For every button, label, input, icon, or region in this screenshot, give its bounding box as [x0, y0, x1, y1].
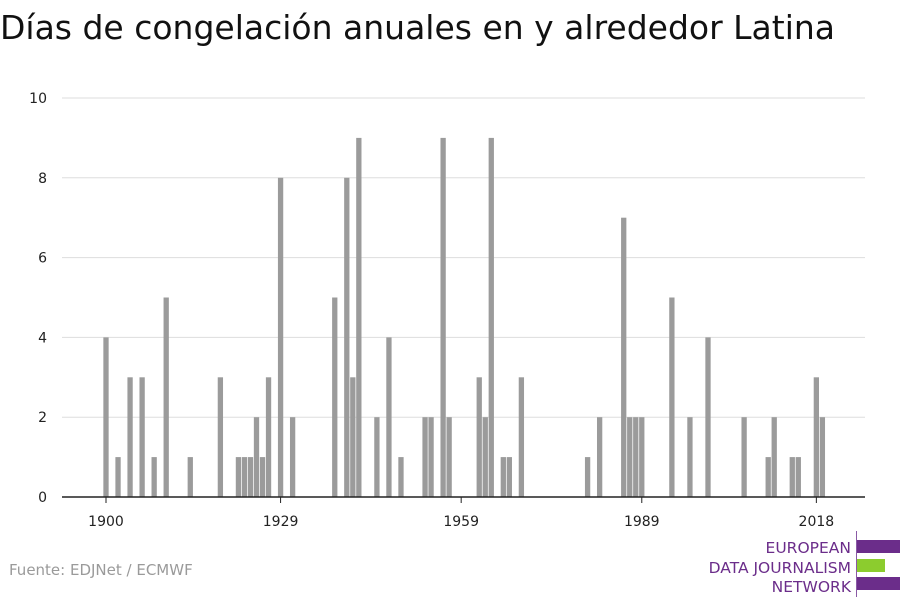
bar — [482, 417, 488, 497]
bar — [265, 377, 272, 497]
y-tick-label: 4 — [38, 330, 47, 346]
bar — [813, 377, 820, 497]
bar — [440, 137, 446, 497]
y-tick-labels: 0 2 4 6 8 10 — [29, 91, 47, 506]
bar — [765, 457, 771, 497]
bar — [639, 417, 645, 497]
y-tick-label: 2 — [38, 410, 47, 426]
bar — [741, 417, 747, 497]
x-tick-label: 2018 — [799, 514, 835, 530]
bar — [235, 457, 242, 497]
bar — [344, 177, 350, 498]
bar — [247, 457, 254, 497]
bar — [633, 417, 639, 497]
bar — [115, 457, 121, 497]
bar — [356, 137, 362, 497]
x-tick-label: 1900 — [88, 514, 124, 530]
bar — [669, 297, 675, 497]
y-tick-label: 6 — [38, 251, 47, 267]
logo-bar-top — [857, 540, 900, 553]
logo-divider — [856, 531, 857, 597]
bar — [621, 217, 627, 497]
bar — [103, 337, 109, 497]
x-tick-labels: 1900 1929 1959 1989 2018 — [88, 514, 834, 530]
y-tick-label: 10 — [29, 91, 47, 107]
bar — [488, 137, 494, 497]
bar — [428, 417, 434, 497]
bar — [217, 377, 224, 497]
bar — [253, 417, 260, 497]
y-tick-label: 0 — [38, 490, 47, 506]
bar — [422, 417, 428, 497]
bar — [500, 457, 506, 497]
bar — [332, 297, 338, 497]
x-axis — [62, 496, 865, 503]
bar — [446, 417, 452, 497]
bar — [795, 457, 801, 497]
bar — [163, 297, 169, 497]
bar — [127, 377, 133, 497]
logo-line: NETWORK — [771, 578, 851, 596]
bar — [596, 417, 603, 497]
bar — [398, 457, 404, 497]
bar — [476, 377, 482, 497]
bar — [139, 377, 145, 497]
bar — [518, 377, 525, 497]
bar — [627, 417, 633, 497]
logo-line: EUROPEAN — [765, 539, 851, 557]
bar — [506, 457, 512, 497]
bar — [819, 417, 826, 497]
bars — [103, 137, 826, 498]
bar — [705, 337, 711, 497]
y-tick-label: 8 — [38, 171, 47, 187]
bar — [277, 177, 284, 498]
bar — [687, 417, 693, 497]
bar — [386, 337, 392, 497]
logo-bar-bottom — [857, 577, 900, 590]
logo-line: DATA JOURNALISM — [708, 558, 851, 577]
x-tick-label: 1989 — [624, 514, 660, 530]
bar — [151, 457, 157, 497]
edjnet-logo: EUROPEAN DATA JOURNALISM NETWORK — [700, 531, 900, 597]
bar — [584, 457, 591, 497]
source-note: Fuente: EDJNet / ECMWF — [9, 561, 193, 579]
logo-bar-middle — [857, 559, 885, 572]
bar — [771, 417, 777, 497]
bar — [789, 457, 795, 497]
bar — [259, 457, 266, 497]
logo-text: EUROPEAN DATA JOURNALISM NETWORK — [709, 539, 851, 598]
bar — [187, 457, 193, 497]
bar — [374, 417, 380, 497]
bar — [350, 377, 356, 497]
x-tick-label: 1929 — [263, 514, 299, 530]
gridlines — [62, 97, 865, 418]
bar — [289, 417, 296, 497]
x-tick-label: 1959 — [443, 514, 479, 530]
bar — [241, 457, 248, 497]
chart-title: Días de congelación anuales en y alreded… — [0, 8, 836, 47]
